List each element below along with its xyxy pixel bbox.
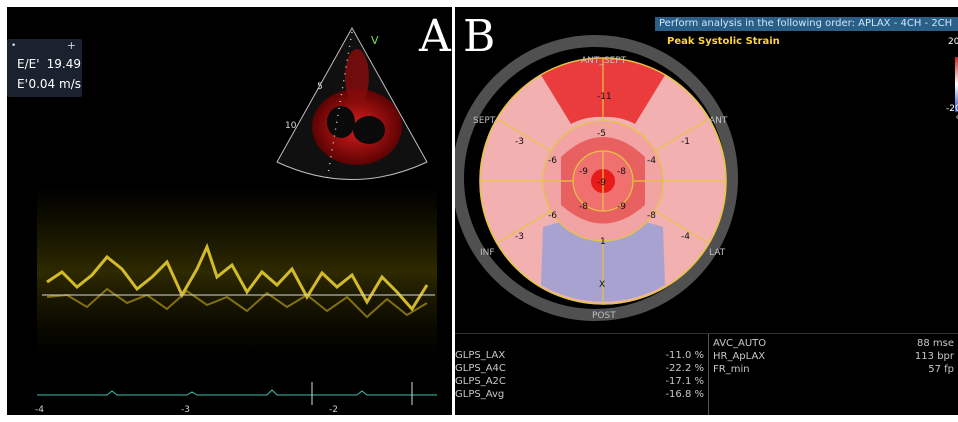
value-mid-right-top: -4 [647, 156, 656, 166]
table-divider [708, 334, 709, 415]
fr-min-label: FR_min [713, 364, 750, 375]
seg-label-lat: LAT [709, 248, 726, 258]
glps-table: GLPS_LAX -11.0 % GLPS_A4C -22.2 % GLPS_A… [455, 334, 708, 415]
bullseye-grid [479, 57, 727, 305]
seg-ant-sept-bright [603, 58, 665, 124]
strain-color-scale [955, 57, 958, 112]
table-row: GLPS_Avg -16.8 % [455, 389, 708, 401]
glps-lax-label: GLPS_LAX [455, 350, 506, 361]
toolbar-dot-icon[interactable]: • [11, 41, 17, 51]
time-tick: -3 [181, 405, 190, 415]
value-mid-left-bottom: -6 [548, 211, 557, 221]
bullseye-plot: ANT_SEPT SEPT ANT INF LAT POST -11 -1 -4… [455, 35, 738, 321]
glps-avg-value: -16.8 % [665, 389, 704, 400]
doppler-envelope-lower [46, 287, 428, 319]
time-tick: -4 [35, 405, 44, 415]
seg-label-sept: SEPT [473, 116, 496, 126]
echo-depth-10: 10 [285, 121, 297, 131]
ecg-trace [37, 389, 437, 396]
scale-min: -20 [946, 104, 958, 114]
measurement-e-prime-row: E' 0.04 m/s [17, 77, 81, 91]
value-inner-right-top: -8 [617, 167, 626, 177]
panel-a-doppler: • + E/E' 19.49 E' 0.04 m/s 5 10 V A [7, 7, 452, 415]
avc-auto-value: 88 mse [916, 338, 954, 349]
measurement-e-prime-label: E' [17, 77, 28, 91]
table-row: GLPS_A2C -17.1 % [455, 376, 708, 388]
table-row: AVC_AUTO 88 mse [713, 338, 958, 350]
value-outer-left-top: -3 [515, 137, 524, 147]
value-outer-right-top: -1 [681, 137, 690, 147]
seg-label-ant: ANT [709, 116, 728, 126]
echo-sector-image: 5 10 V [276, 26, 428, 181]
value-inner-left-bottom: -8 [579, 202, 588, 212]
seg-label-ant-sept: ANT_SEPT [581, 56, 627, 66]
value-outer-right-bottom: -4 [681, 232, 690, 242]
measurement-e-prime-value: 0.04 m/s [28, 77, 81, 91]
glps-a2c-value: -17.1 % [665, 376, 704, 387]
value-mid-top: -5 [597, 129, 606, 139]
measurement-box[interactable]: • + E/E' 19.49 E' 0.04 m/s [7, 39, 82, 97]
time-tick: -2 [329, 405, 338, 415]
results-tables: GLPS_LAX -11.0 % GLPS_A4C -22.2 % GLPS_A… [455, 333, 958, 415]
table-row: GLPS_A4C -22.2 % [455, 363, 708, 375]
echo-depth-5: 5 [317, 82, 323, 92]
value-inner-left-top: -9 [579, 167, 588, 177]
panel-a-letter: A [419, 11, 451, 62]
doppler-spectrum [37, 187, 437, 405]
doppler-envelope [46, 242, 429, 312]
value-outer-top: -11 [597, 92, 612, 102]
glps-avg-label: GLPS_Avg [455, 389, 505, 400]
glps-lax-value: -11.0 % [665, 350, 704, 361]
timing-table: AVC_AUTO 88 mse HR_ApLAX 113 bpr FR_min … [713, 334, 958, 415]
value-mid-left-top: -6 [548, 156, 557, 166]
table-row: HR_ApLAX 113 bpr [713, 351, 958, 363]
value-mid-bottom: 1 [600, 237, 606, 247]
instruction-banner: Perform analysis in the following order:… [655, 17, 958, 31]
table-row: GLPS_LAX -11.0 % [455, 350, 708, 362]
strain-title: Peak Systolic Strain [667, 36, 780, 47]
measurement-ee-label: E/E' [17, 57, 40, 71]
echo-v-marker: V [371, 34, 379, 47]
hr-aplax-label: HR_ApLAX [713, 351, 766, 362]
hr-aplax-value: 113 bpr [914, 351, 954, 362]
value-outer-bottom: X [599, 280, 605, 290]
bullseye-outer-ring [455, 35, 738, 321]
table-row: FR_min 57 fp [713, 364, 958, 376]
glps-a2c-label: GLPS_A2C [455, 376, 506, 387]
seg-label-post: POST [592, 311, 616, 321]
scale-max: 20 [948, 37, 958, 47]
measurement-ee-value: 19.49 [46, 57, 81, 71]
avc-auto-label: AVC_AUTO [713, 338, 767, 349]
toolbar-plus-icon[interactable]: + [66, 39, 76, 52]
glps-a4c-value: -22.2 % [665, 363, 704, 374]
value-mid-right-bottom: -8 [647, 211, 656, 221]
measurement-ee-row: E/E' 19.49 [17, 57, 81, 71]
fr-min-value: 57 fp [928, 364, 954, 375]
glps-a4c-label: GLPS_A4C [455, 363, 506, 374]
scale-unit: % [956, 115, 958, 125]
value-inner-right-bottom: -9 [617, 202, 626, 212]
panel-b-strain: B Perform analysis in the following orde… [455, 7, 958, 415]
value-apex: -9 [597, 178, 606, 188]
seg-label-inf: INF [480, 248, 495, 258]
value-outer-left-bottom: -3 [515, 232, 524, 242]
seg-ant-sept-bright-2 [541, 58, 603, 124]
panel-b-letter: B [463, 11, 496, 62]
